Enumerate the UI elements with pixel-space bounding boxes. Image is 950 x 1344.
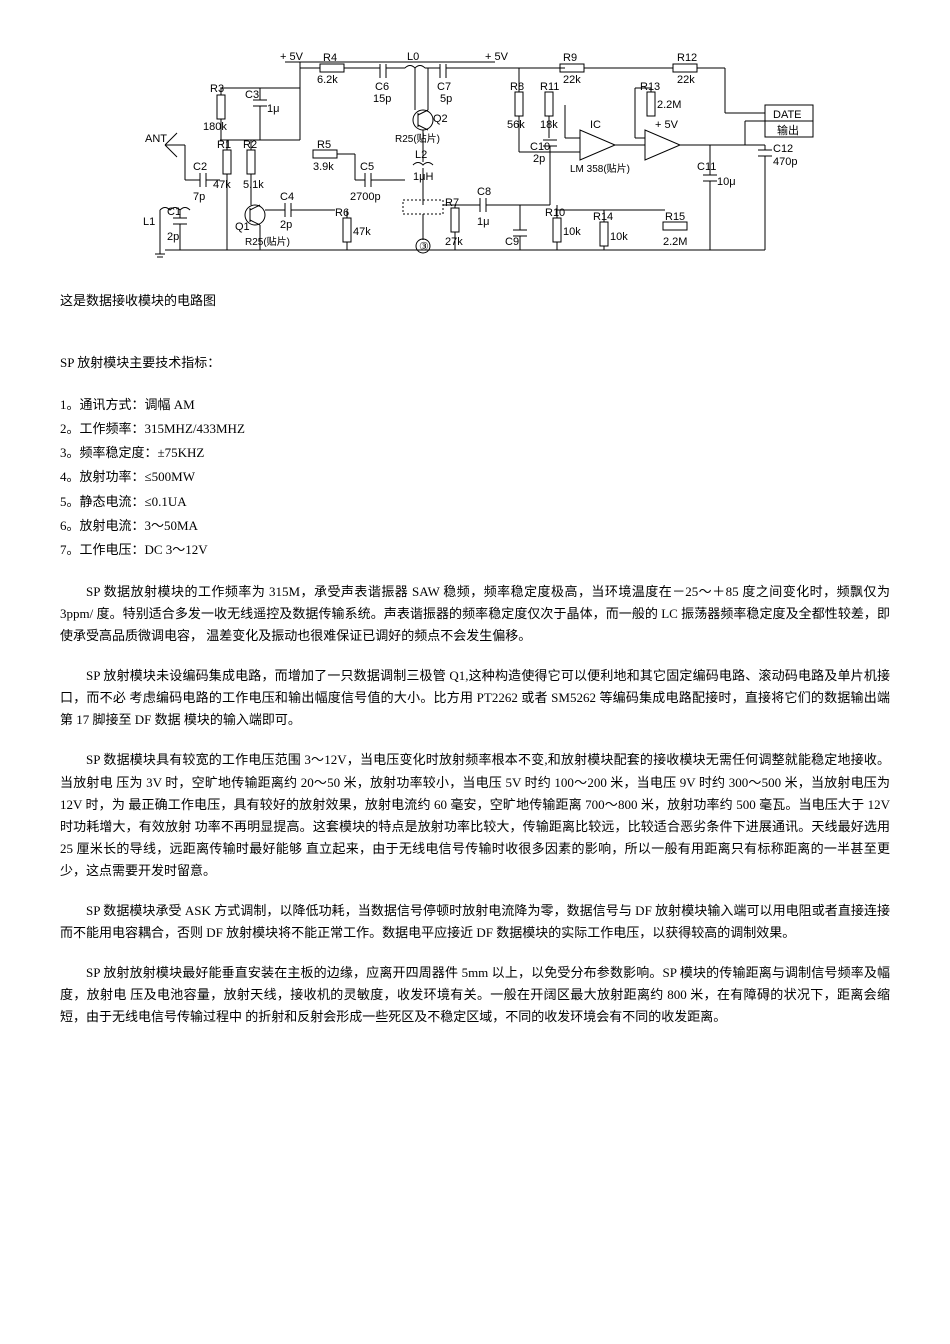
r11-label: R11 <box>540 81 559 93</box>
ant-label: ANT <box>145 133 167 145</box>
r8-value: 56k <box>507 119 525 131</box>
q1-label: Q1 <box>235 221 250 233</box>
l0-label: L0 <box>407 51 419 63</box>
r5-value: 3.9k <box>313 161 334 173</box>
spec-item: 1。通讯方式：调幅 AM <box>60 394 890 416</box>
spec-item: 5。静态电流：≤0.1UA <box>60 491 890 513</box>
r12-label: R12 <box>677 52 697 64</box>
r3-label: R3 <box>210 83 224 95</box>
r5-label: R5 <box>317 139 331 151</box>
c8-label: C8 <box>477 186 491 198</box>
c3-value: 1μ <box>267 103 279 115</box>
r1-label: R1 <box>217 139 231 151</box>
r13-value: 2.2M <box>657 99 681 111</box>
circle3-label: ③ <box>419 241 429 253</box>
paragraph: SP 放射模块未设编码集成电路，而增加了一只数据调制三极管 Q1,这种构造使得它… <box>60 665 890 731</box>
c2-value: 7p <box>193 191 205 203</box>
v5-label-1: + 5V <box>280 51 304 63</box>
section-title: SP 放射模块主要技术指标： <box>60 352 890 374</box>
c5-label: C5 <box>360 161 374 173</box>
c6-label: C6 <box>375 81 389 93</box>
spec-item: 7。工作电压：DC 3～12V <box>60 539 890 561</box>
c12-label: C12 <box>773 143 793 155</box>
r4-label: R4 <box>323 52 337 64</box>
r14-label: R14 <box>593 211 613 223</box>
r12-value: 22k <box>677 74 695 86</box>
c3-label: C3 <box>245 89 259 101</box>
r14-value: 10k <box>610 231 628 243</box>
paragraph: SP 数据模块承受 ASK 方式调制，以降低功耗，当数据信号停顿时放射电流降为零… <box>60 900 890 944</box>
r15-label: R15 <box>665 211 685 223</box>
r2-value: 5.1k <box>243 179 264 191</box>
c1-value: 2p <box>167 231 179 243</box>
ic-value: LM 358(贴片) <box>570 162 630 175</box>
c10-value: 2p <box>533 153 545 165</box>
c8-value: 1μ <box>477 216 489 228</box>
spec-item: 3。频率稳定度：±75KHZ <box>60 442 890 464</box>
r9-label: R9 <box>563 52 577 64</box>
r1-value: 47k <box>213 179 231 191</box>
r25-1-label: R25(贴片) <box>245 235 290 248</box>
r4-value: 6.2k <box>317 74 338 86</box>
ic-label: IC <box>590 119 601 131</box>
c6-value: 15p <box>373 93 391 105</box>
c4-value: 2p <box>280 219 292 231</box>
r13-label: R13 <box>640 81 660 93</box>
diagram-caption: 这是数据接收模块的电路图 <box>60 290 890 312</box>
paragraph: SP 放射放射模块最好能垂直安装在主板的边缘，应离开四周器件 5mm 以上，以免… <box>60 962 890 1028</box>
l2-label: L2 <box>415 149 427 161</box>
date-sublabel: 输出 <box>777 123 799 137</box>
r7-label: R7 <box>445 197 459 209</box>
l1-label: L1 <box>143 216 155 228</box>
c11-value: 10μ <box>717 176 736 188</box>
r6-value: 47k <box>353 226 371 238</box>
r8-label: R8 <box>510 81 524 93</box>
c7-value: 5p <box>440 93 452 105</box>
r3-value: 180k <box>203 121 227 133</box>
spec-item: 4。放射功率：≤500MW <box>60 466 890 488</box>
q2-label: Q2 <box>433 113 448 125</box>
c11-label: C11 <box>697 161 716 173</box>
r15-value: 2.2M <box>663 236 687 248</box>
v5-label-3: + 5V <box>655 119 679 131</box>
c2-label: C2 <box>193 161 207 173</box>
circuit-diagram: + 5V + 5V ANT L1 C1 2p C2 7p R1 47k R2 5… <box>125 50 825 260</box>
c4-label: C4 <box>280 191 294 203</box>
c7-label: C7 <box>437 81 451 93</box>
c10-label: C10 <box>530 141 550 153</box>
r10-value: 10k <box>563 226 581 238</box>
c1-label: C1 <box>167 206 181 218</box>
r2-label: R2 <box>243 139 257 151</box>
c5-value: 2700p <box>350 191 381 203</box>
paragraph: SP 数据模块具有较宽的工作电压范围 3～12V，当电压变化时放射频率根本不变,… <box>60 749 890 882</box>
spec-list: 1。通讯方式：调幅 AM 2。工作频率：315MHZ/433MHZ 3。频率稳定… <box>60 394 890 561</box>
c9-label: C9 <box>505 236 519 248</box>
spec-item: 6。放射电流：3～50MA <box>60 515 890 537</box>
spec-item: 2。工作频率：315MHZ/433MHZ <box>60 418 890 440</box>
date-label: DATE <box>773 109 802 121</box>
r7-value: 27k <box>445 236 463 248</box>
v5-label-2: + 5V <box>485 51 509 63</box>
r25-2-label: R25(贴片) <box>395 132 440 145</box>
c12-value: 470p <box>773 156 797 168</box>
r9-value: 22k <box>563 74 581 86</box>
r10-label: R10 <box>545 207 565 219</box>
paragraph: SP 数据放射模块的工作频率为 315M，承受声表谐振器 SAW 稳频，频率稳定… <box>60 581 890 647</box>
